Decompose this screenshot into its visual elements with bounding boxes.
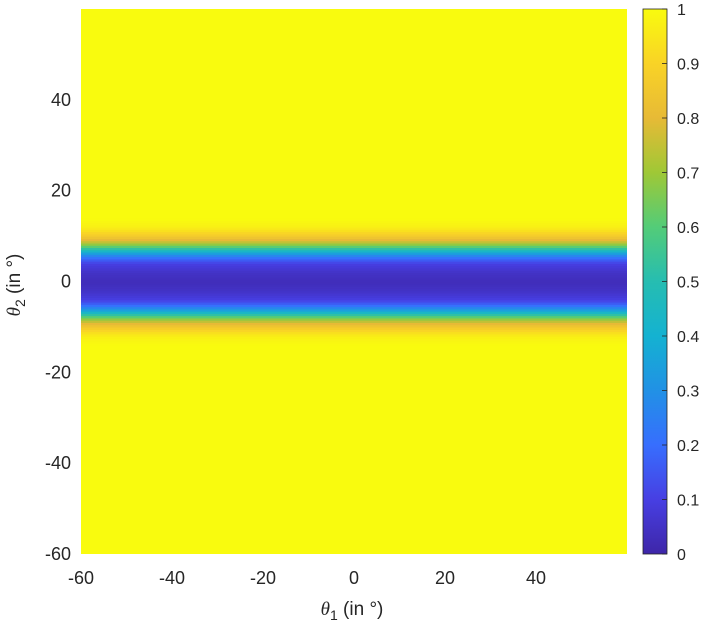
x-tick-label: -40 [159, 568, 185, 588]
colorbar-tick-label: 0.4 [677, 329, 699, 346]
y-tick-label: -60 [45, 544, 71, 564]
heatmap-cells [81, 208, 627, 355]
colorbar-tick-label: 0.9 [677, 57, 699, 74]
colorbar-tick-label: 0.8 [677, 111, 699, 128]
heatmap-cell [81, 238, 627, 242]
heatmap-cell [81, 258, 627, 262]
heatmap-cell [81, 324, 627, 328]
heatmap-cell [81, 331, 627, 335]
heatmap-cell [81, 279, 627, 283]
x-tick-label: -20 [250, 568, 276, 588]
heatmap-cell [81, 263, 627, 267]
heatmap-cell [81, 208, 627, 212]
colorbar-tick-label: 0.7 [677, 166, 699, 183]
heatmap-cell [81, 274, 627, 278]
x-tick-label: 20 [435, 568, 455, 588]
heatmap-cell [81, 336, 627, 339]
heatmap-cell [81, 256, 627, 260]
colorbar: 0 0.1 0.2 0.3 0.4 0.5 0.6 0.7 0.8 0.9 1 [642, 2, 699, 564]
heatmap-cell [81, 265, 627, 269]
x-axis: -60 -40 -20 0 20 40 [68, 568, 546, 588]
heatmap-cell [81, 308, 627, 312]
x-tick-label: -60 [68, 568, 94, 588]
heatmap-cell [81, 301, 627, 305]
heatmap-cell [81, 224, 627, 228]
heatmap-cell [81, 333, 627, 337]
heatmap-cell [81, 281, 627, 285]
colorbar-tick-label: 0.3 [677, 384, 699, 401]
x-tick-label: 40 [526, 568, 546, 588]
heatmap-cell [81, 320, 627, 323]
colorbar-tick-label: 1 [677, 2, 686, 19]
heatmap-cell [81, 311, 627, 314]
heatmap-cell [81, 347, 627, 351]
colorbar-tick-label: 0.2 [677, 438, 699, 455]
heatmap-cell [81, 270, 627, 274]
x-tick-label: 0 [349, 568, 359, 588]
heatmap-cell [81, 288, 627, 292]
heatmap-cell [81, 313, 627, 317]
heatmap-cell [81, 261, 627, 264]
heatmap-cell [81, 292, 627, 296]
heatmap-cell [81, 295, 627, 298]
y-tick-label: -40 [45, 453, 71, 473]
heatmap-cell [81, 299, 627, 303]
heatmap-cell [81, 283, 627, 287]
heatmap-cell [81, 317, 627, 321]
y-axis: -60 -40 -20 0 20 40 [45, 90, 71, 564]
colorbar-tick-label: 0.1 [677, 493, 699, 510]
heatmap-cell [81, 213, 627, 217]
heatmap-cell [81, 272, 627, 276]
y-tick-label: 20 [51, 181, 71, 201]
heatmap-cell [81, 220, 627, 224]
colorbar-tick-label: 0 [677, 547, 686, 564]
heatmap-cell [81, 236, 627, 239]
y-axis-label: θ2 (in °) [4, 254, 28, 317]
colorbar-tick-label: 0.5 [677, 275, 699, 292]
x-axis-label: θ1 (in °) [321, 599, 384, 623]
heatmap-cell [81, 345, 627, 348]
y-tick-label: 0 [61, 272, 71, 292]
heatmap-cell [81, 329, 627, 333]
heatmap-cell [81, 306, 627, 310]
heatmap-cell [81, 351, 627, 355]
heatmap-cell [81, 233, 627, 237]
heatmap-cell [81, 267, 627, 271]
heatmap-cell [81, 240, 627, 244]
heatmap-cell [81, 229, 627, 233]
heatmap-cell [81, 211, 627, 214]
heatmap-cell [81, 251, 627, 255]
heatmap-cell [81, 322, 627, 326]
heatmap-cell [81, 227, 627, 230]
heatmap-cell [81, 222, 627, 226]
heatmap-cell [81, 247, 627, 251]
heatmap-cell [81, 231, 627, 235]
plot-area [81, 9, 627, 554]
heatmap-cell [81, 349, 627, 353]
heatmap-cell [81, 286, 627, 289]
y-tick-label: 40 [51, 90, 71, 110]
heatmap-cell [81, 340, 627, 344]
heatmap-cell [81, 242, 627, 246]
heatmap-cell [81, 290, 627, 294]
heatmap-cell [81, 215, 627, 219]
heatmap-cell [81, 276, 627, 280]
colorbar-ticks: 0 0.1 0.2 0.3 0.4 0.5 0.6 0.7 0.8 0.9 1 [662, 2, 699, 564]
colorbar-tick-label: 0.6 [677, 220, 699, 237]
heatmap-cell [81, 249, 627, 253]
heatmap-cell [81, 342, 627, 346]
heatmap-cell [81, 254, 627, 258]
heatmap-cell [81, 245, 627, 249]
heatmap-cell [81, 338, 627, 342]
heatmap-cell [81, 304, 627, 308]
y-tick-label: -20 [45, 362, 71, 382]
heatmap-cell [81, 315, 627, 319]
heatmap-cell [81, 297, 627, 301]
heatmap-cell [81, 326, 627, 330]
heatmap-cell [81, 217, 627, 221]
